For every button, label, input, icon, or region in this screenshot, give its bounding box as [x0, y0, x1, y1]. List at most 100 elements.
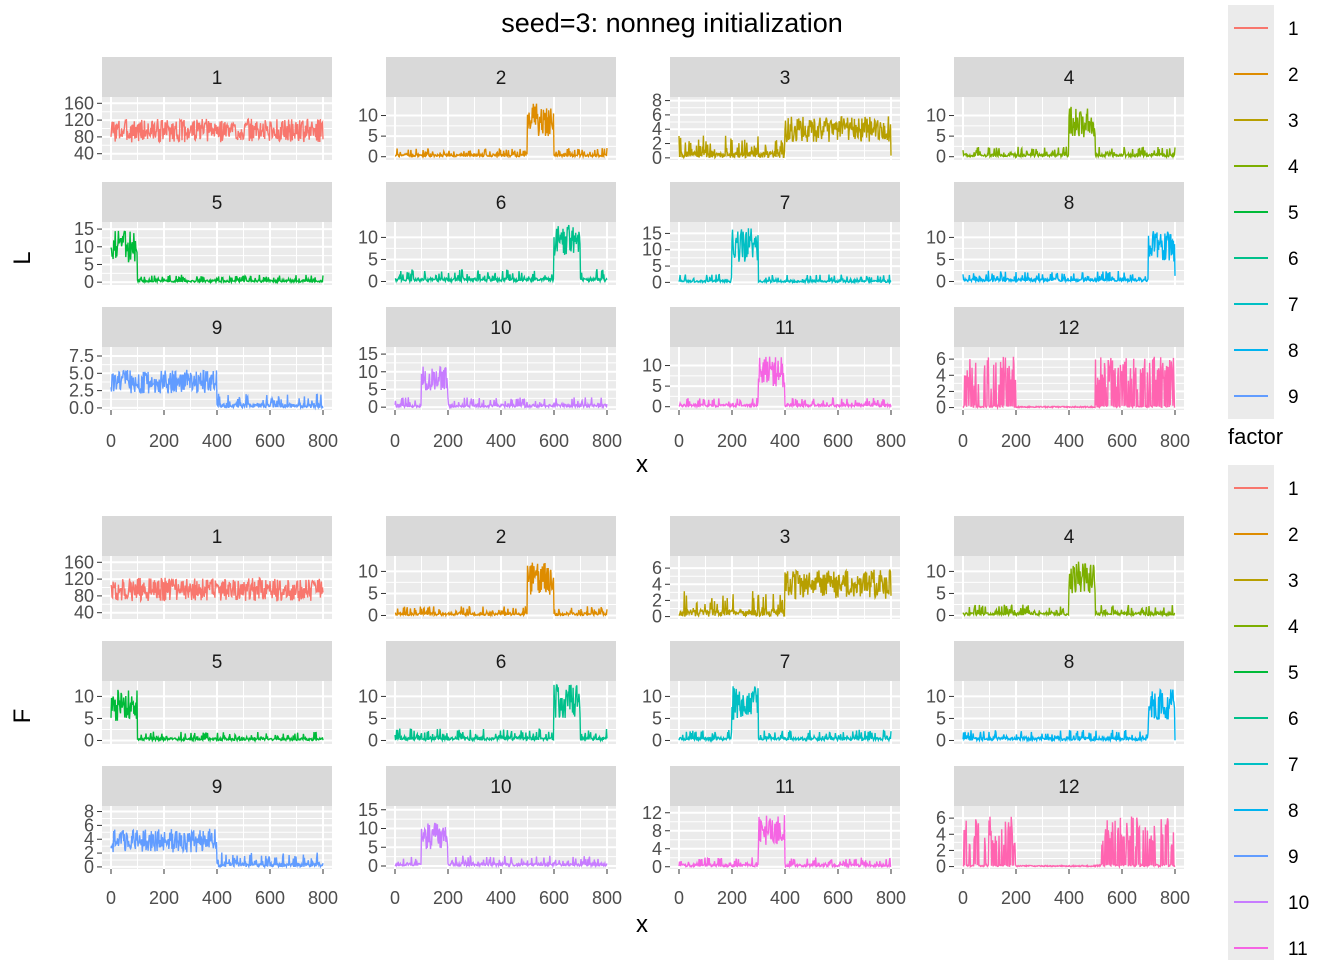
x-tick-label: 400	[202, 888, 232, 908]
x-tick-label: 400	[770, 888, 800, 908]
legend-label: 2	[1288, 65, 1299, 86]
y-tick-label: 0	[652, 607, 662, 627]
facet-strip	[954, 182, 1184, 222]
facet-strip	[386, 766, 616, 806]
facet-strip-label: 10	[490, 318, 511, 339]
y-tick-label: 0	[368, 397, 378, 417]
y-tick-label: 10	[358, 362, 378, 382]
facet-strip	[386, 307, 616, 347]
y-tick-label: 0	[936, 147, 946, 167]
y-tick-label: 10	[358, 686, 378, 706]
y-tick-label: 10	[358, 819, 378, 839]
facet-strip-label: 6	[496, 193, 507, 214]
y-tick-label: 40	[74, 603, 94, 623]
x-tick-label: 600	[823, 888, 853, 908]
y-tick-label: 4	[84, 829, 94, 849]
y-tick-label: 5	[652, 256, 662, 276]
facet-strip	[954, 57, 1184, 97]
y-tick-label: 40	[74, 144, 94, 164]
x-tick-label: 200	[717, 431, 747, 451]
facet-strip	[102, 641, 332, 681]
series-line	[110, 230, 324, 285]
y-tick-label: 2	[936, 840, 946, 860]
y-tick-label: 5	[652, 376, 662, 396]
facet-strip	[954, 516, 1184, 556]
series-line	[110, 689, 324, 744]
y-tick-label: 10	[74, 237, 94, 257]
facet-strip	[670, 641, 900, 681]
legend-label: 1	[1288, 19, 1299, 40]
facet-strip-label: 3	[780, 527, 791, 548]
facet-strip	[954, 307, 1184, 347]
facet-block-F: Fx14080120160205103024640510505106051070…	[9, 516, 1190, 938]
facet-strip-label: 1	[212, 68, 223, 89]
facet-strip	[670, 766, 900, 806]
x-tick-label: 800	[876, 888, 906, 908]
y-tick-label: 4	[652, 574, 662, 594]
y-tick-label: 10	[642, 240, 662, 260]
x-tick-label: 400	[202, 431, 232, 451]
legend-title: factor	[1228, 424, 1283, 449]
y-tick-label: 10	[926, 686, 946, 706]
y-tick-label: 0	[652, 397, 662, 417]
y-tick-label: 5	[84, 254, 94, 274]
x-tick-label: 400	[486, 431, 516, 451]
facet-strip-label: 12	[1058, 777, 1079, 798]
series-line	[962, 688, 1176, 744]
x-tick-label: 200	[1001, 888, 1031, 908]
legend-label: 6	[1288, 709, 1299, 730]
x-tick-label: 200	[149, 431, 179, 451]
facet-strip-label: 8	[1064, 652, 1075, 673]
y-tick-label: 15	[642, 223, 662, 243]
legend-label: 3	[1288, 571, 1299, 592]
y-tick-label: 0	[936, 271, 946, 291]
y-tick-label: 10	[926, 227, 946, 247]
facet-strip	[670, 307, 900, 347]
facet-strip-label: 11	[775, 318, 795, 339]
y-tick-label: 2	[84, 843, 94, 863]
y-tick-label: 4	[652, 119, 662, 139]
x-tick-label: 800	[1160, 888, 1190, 908]
y-tick-label: 5	[368, 126, 378, 146]
y-tick-label: 120	[64, 110, 94, 130]
legend-2: factor 1 2 3 4 5 6 7 8 9 10 11	[1228, 424, 1309, 960]
x-tick-label: 600	[1107, 431, 1137, 451]
y-tick-label: 6	[936, 808, 946, 828]
y-tick-label: 5	[936, 583, 946, 603]
y-tick-label: 5.0	[69, 363, 94, 383]
x-tick-label: 0	[958, 888, 968, 908]
series-line	[962, 106, 1176, 160]
series-line	[110, 369, 324, 411]
y-tick-label: 5	[84, 708, 94, 728]
x-tick-label: 600	[539, 431, 569, 451]
y-tick-label: 80	[74, 127, 94, 147]
series-line	[394, 684, 608, 743]
y-tick-label: 6	[84, 815, 94, 835]
facet-strip-label: 2	[496, 527, 507, 548]
plot-area: Lx14080120160205103024684051050510156051…	[9, 57, 1190, 938]
facet-strip	[102, 516, 332, 556]
x-tick-label: 600	[823, 431, 853, 451]
y-tick-label: 8	[652, 821, 662, 841]
legend-label: 9	[1288, 847, 1299, 868]
x-tick-label: 400	[486, 888, 516, 908]
x-tick-label: 800	[1160, 431, 1190, 451]
y-tick-label: 5	[936, 249, 946, 269]
facet-strip	[102, 766, 332, 806]
y-tick-label: 2	[652, 134, 662, 154]
y-tick-label: 0	[368, 147, 378, 167]
series-line	[678, 356, 892, 409]
y-tick-label: 2.5	[69, 381, 94, 401]
legend-key-background	[1228, 925, 1274, 960]
x-tick-label: 400	[770, 431, 800, 451]
y-tick-label: 0	[936, 605, 946, 625]
